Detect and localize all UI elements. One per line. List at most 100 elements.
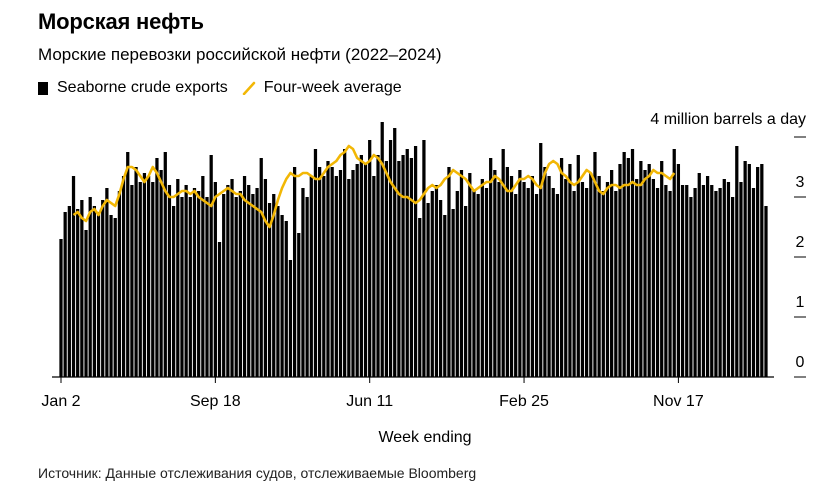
bar-86 <box>418 218 422 377</box>
bar-series <box>59 122 768 377</box>
bar-109 <box>514 194 518 377</box>
bar-161 <box>731 197 735 377</box>
x-tick-label-4: Nov 17 <box>653 393 704 410</box>
bar-49 <box>263 179 268 377</box>
bar-163 <box>739 182 743 377</box>
bar-167 <box>756 167 760 377</box>
bar-91 <box>438 200 443 377</box>
bar-114 <box>534 194 539 377</box>
bar-147 <box>672 149 676 377</box>
bar-153 <box>697 173 701 377</box>
bar-115 <box>539 143 543 377</box>
bar-111 <box>522 182 526 377</box>
legend: Seaborne crude exports Four-week average <box>38 79 416 97</box>
bar-16 <box>126 152 130 377</box>
bar-108 <box>509 176 514 377</box>
bar-9 <box>96 212 101 377</box>
bar-119 <box>555 194 560 377</box>
bar-13 <box>113 218 117 377</box>
bar-130 <box>601 191 605 377</box>
bar-79 <box>388 140 393 377</box>
bar-20 <box>142 173 147 377</box>
bar-104 <box>493 170 497 377</box>
bar-144 <box>660 161 664 377</box>
x-tick-label-1: Sep 18 <box>190 393 241 410</box>
bar-84 <box>409 158 414 377</box>
bar-43 <box>238 191 242 377</box>
bar-132 <box>610 170 614 377</box>
bar-10 <box>101 200 105 377</box>
legend-item-bars: Seaborne crude exports <box>38 79 228 97</box>
bar-73 <box>363 164 368 377</box>
bar-93 <box>447 167 451 377</box>
bar-2 <box>67 206 71 377</box>
bar-11 <box>105 188 109 377</box>
bar-71 <box>355 164 359 377</box>
y-tick-label-0: 0 <box>796 354 805 371</box>
bar-100 <box>476 194 480 377</box>
bar-15 <box>121 176 126 377</box>
bar-66 <box>334 176 338 377</box>
bar-140 <box>643 170 647 377</box>
bar-110 <box>518 170 522 377</box>
bar-32 <box>192 188 197 377</box>
legend-item-line: Four-week average <box>242 79 402 97</box>
bar-48 <box>259 158 263 377</box>
bar-136 <box>626 158 630 377</box>
chart-subtitle: Морские перевозки российской нефти (2022… <box>38 45 442 64</box>
bar-19 <box>138 182 142 377</box>
bar-59 <box>305 197 309 377</box>
bar-90 <box>434 185 439 377</box>
bar-25 <box>163 152 167 377</box>
bar-85 <box>413 146 418 377</box>
bar-33 <box>197 191 201 377</box>
y-tick-label-2: 2 <box>796 234 805 251</box>
bar-103 <box>489 158 493 377</box>
bar-27 <box>172 206 176 377</box>
bar-54 <box>284 221 288 377</box>
bar-138 <box>635 179 639 377</box>
bar-42 <box>234 197 238 377</box>
x-tick-label-2: Jun 11 <box>346 393 393 410</box>
bar-101 <box>480 179 484 377</box>
bar-0 <box>59 239 63 377</box>
bar-133 <box>614 191 618 377</box>
bar-35 <box>205 197 209 377</box>
bar-139 <box>639 161 643 377</box>
bar-164 <box>743 161 747 377</box>
bar-131 <box>605 182 610 377</box>
bar-126 <box>584 188 589 377</box>
four-week-average-line <box>72 144 676 229</box>
bar-80 <box>393 128 397 377</box>
bar-24 <box>159 170 163 377</box>
bar-75 <box>372 176 376 377</box>
bar-120 <box>559 158 564 377</box>
bar-128 <box>593 152 597 377</box>
bar-150 <box>685 185 689 377</box>
bar-159 <box>722 179 726 377</box>
bar-22 <box>151 182 155 377</box>
bar-30 <box>184 185 188 377</box>
legend-line-swatch <box>242 81 256 95</box>
bar-121 <box>564 179 568 377</box>
bar-92 <box>443 215 447 377</box>
bar-44 <box>242 176 247 377</box>
x-tick-label-0: Jan 2 <box>41 393 80 410</box>
bar-6 <box>84 230 88 377</box>
bar-123 <box>572 191 576 377</box>
y-tick-label-3: 3 <box>796 174 805 191</box>
bar-76 <box>376 155 380 377</box>
bar-62 <box>318 167 322 377</box>
bar-38 <box>217 242 222 377</box>
bar-3 <box>71 176 76 377</box>
bar-99 <box>472 191 476 377</box>
y-tick-label-1: 1 <box>796 294 805 311</box>
bar-94 <box>451 209 455 377</box>
y-axis: 0 1 2 3 <box>794 136 806 378</box>
bar-18 <box>134 167 138 377</box>
bar-143 <box>655 188 660 377</box>
bar-102 <box>484 188 489 377</box>
bar-88 <box>426 203 430 377</box>
bar-53 <box>280 215 284 377</box>
